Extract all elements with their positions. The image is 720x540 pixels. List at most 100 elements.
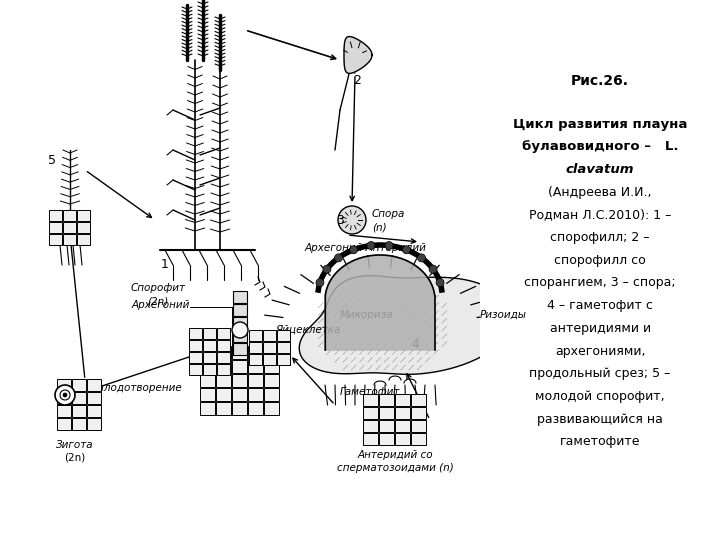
Bar — [233, 317, 247, 329]
Text: Гаметофит: Гаметофит — [340, 387, 400, 397]
Bar — [73, 405, 86, 417]
Circle shape — [436, 279, 444, 287]
Bar — [189, 340, 202, 351]
Bar — [277, 342, 290, 353]
Bar — [203, 340, 216, 351]
Bar — [249, 330, 262, 341]
Circle shape — [335, 254, 343, 262]
Text: молодой спорофит,: молодой спорофит, — [535, 390, 665, 403]
Bar — [232, 402, 247, 415]
Text: спорофилл со: спорофилл со — [554, 254, 646, 267]
Circle shape — [367, 241, 375, 249]
Circle shape — [350, 246, 358, 254]
Text: (Андреева И.И.,: (Андреева И.И., — [549, 186, 652, 199]
Bar — [248, 388, 263, 401]
Bar — [411, 433, 426, 445]
Bar — [264, 374, 279, 387]
Text: булавовидного –   L.: булавовидного – L. — [522, 140, 678, 153]
Bar — [63, 234, 76, 245]
Bar — [395, 407, 410, 419]
Bar — [203, 352, 216, 363]
Text: (n): (n) — [363, 399, 377, 409]
Bar — [411, 407, 426, 419]
Bar — [58, 405, 71, 417]
Bar — [264, 346, 279, 359]
Bar — [216, 402, 231, 415]
Bar — [88, 418, 102, 430]
Circle shape — [63, 393, 67, 397]
Text: Архегоний Антеридий: Архегоний Антеридий — [304, 243, 426, 253]
Bar — [200, 402, 215, 415]
Circle shape — [402, 246, 410, 254]
Bar — [73, 418, 86, 430]
Bar — [73, 392, 86, 404]
Bar — [233, 291, 247, 303]
Bar — [58, 392, 71, 404]
Polygon shape — [344, 37, 372, 73]
Bar — [395, 420, 410, 432]
Bar — [263, 354, 276, 365]
Bar — [88, 392, 102, 404]
Bar — [203, 328, 216, 339]
Text: Микориза: Микориза — [340, 310, 394, 320]
Bar — [363, 433, 378, 445]
Bar — [200, 360, 215, 373]
Text: Спора: Спора — [372, 209, 405, 219]
Bar — [233, 343, 247, 355]
Bar — [249, 354, 262, 365]
Text: 2: 2 — [353, 73, 361, 86]
Text: (2n): (2n) — [64, 453, 86, 463]
Bar — [217, 352, 230, 363]
Bar — [379, 433, 394, 445]
Bar — [216, 346, 231, 359]
Bar — [216, 374, 231, 387]
Bar — [88, 379, 102, 391]
Text: Оплодотворение: Оплодотворение — [90, 383, 183, 393]
Text: антеридиями и: антеридиями и — [549, 322, 651, 335]
Circle shape — [385, 241, 393, 249]
Bar — [217, 328, 230, 339]
Text: 4: 4 — [411, 339, 419, 352]
Bar — [200, 388, 215, 401]
Text: 4 – гаметофит с: 4 – гаметофит с — [547, 299, 653, 312]
Bar — [232, 346, 247, 359]
Bar — [189, 364, 202, 375]
Bar — [73, 379, 86, 391]
Text: Зигота: Зигота — [56, 440, 94, 450]
Bar — [264, 360, 279, 373]
Bar — [200, 374, 215, 387]
Text: Спорофит: Спорофит — [130, 283, 186, 293]
Bar — [203, 364, 216, 375]
Text: 5: 5 — [48, 153, 56, 166]
Bar — [232, 374, 247, 387]
Bar — [77, 222, 90, 233]
Circle shape — [418, 254, 426, 262]
Bar — [395, 394, 410, 406]
Bar — [58, 418, 71, 430]
Bar — [248, 346, 263, 359]
Bar — [189, 328, 202, 339]
Bar — [363, 420, 378, 432]
Text: (n): (n) — [372, 223, 387, 233]
Bar — [363, 394, 378, 406]
Bar — [216, 360, 231, 373]
Polygon shape — [325, 255, 435, 350]
Bar — [249, 342, 262, 353]
Text: Ризоиды: Ризоиды — [480, 310, 527, 320]
Text: гаметофите: гаметофите — [560, 435, 640, 448]
Bar — [63, 210, 76, 221]
Text: 1: 1 — [161, 259, 169, 272]
Bar — [63, 222, 76, 233]
Text: Цикл развития плауна: Цикл развития плауна — [513, 118, 688, 131]
Circle shape — [429, 265, 437, 273]
Bar — [77, 234, 90, 245]
Bar — [248, 374, 263, 387]
Circle shape — [55, 385, 75, 405]
Bar — [263, 342, 276, 353]
Bar — [379, 394, 394, 406]
Text: развивающийся на: развивающийся на — [537, 413, 663, 426]
Bar — [58, 379, 71, 391]
Bar — [248, 402, 263, 415]
Circle shape — [316, 279, 324, 287]
Text: сперматозоидами (n): сперматозоидами (n) — [337, 463, 454, 473]
